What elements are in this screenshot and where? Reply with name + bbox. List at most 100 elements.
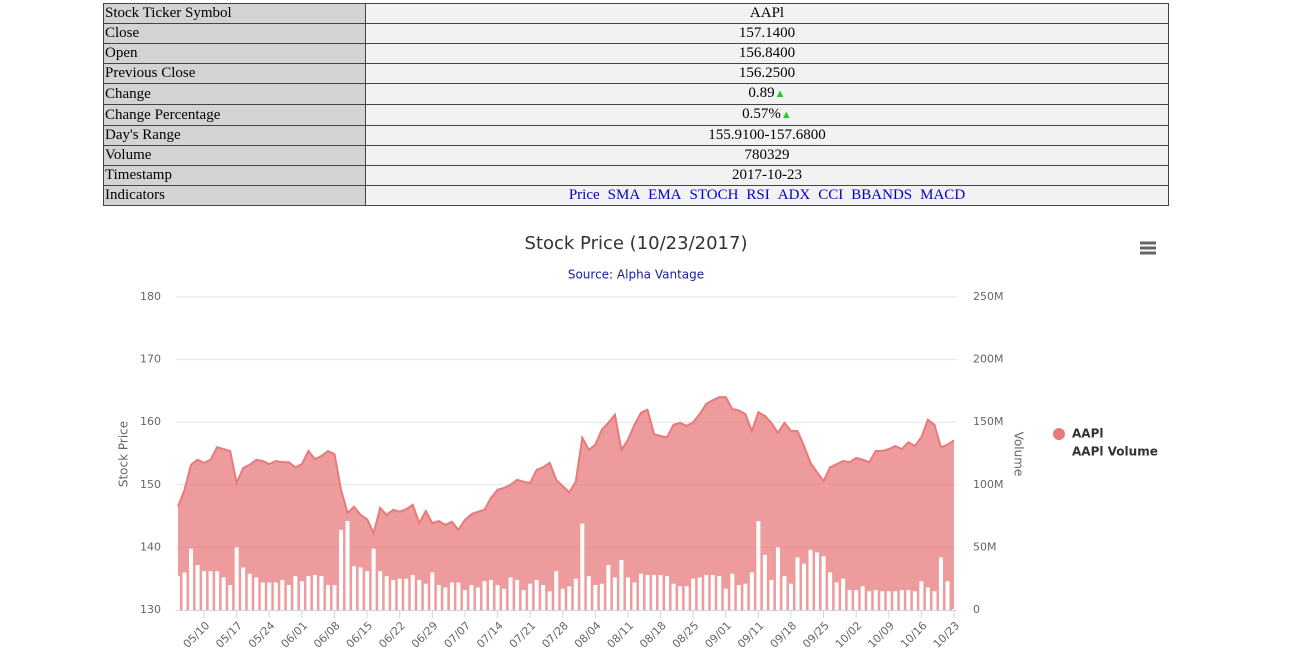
indicator-link[interactable]: STOCH [689,187,739,203]
volume-bar [358,567,363,610]
volume-bar [854,589,859,610]
volume-bar [462,589,467,610]
volume-bar [502,588,507,610]
volume-bar [691,578,696,610]
volume-bar [254,577,259,610]
indicator-link[interactable]: SMA [607,187,641,203]
volume-bar [665,576,670,610]
volume-bar [195,564,200,610]
x-tick-label: 06/08 [311,619,343,651]
volume-bar [873,589,878,610]
up-arrow: ▲ [780,109,792,121]
table-row: Stock Ticker Symbol AAPl [103,3,1169,24]
volume-bar [762,554,767,610]
volume-bar [404,578,409,610]
indicator-link[interactable]: Price [568,187,600,203]
volume-bar [612,577,617,610]
volume-bar [658,574,663,610]
y-tick-label: 170 [140,353,161,366]
volume-bar [241,567,246,610]
value-text: 157.1400 [738,25,796,41]
row-label: Previous Close [103,63,366,84]
volume-bar [489,579,494,610]
volume-bar [678,586,683,610]
volume-bar [697,577,702,610]
y2-tick-label: 150M [973,415,1004,428]
x-tick-label: 09/18 [768,619,800,651]
row-label: Open [103,43,366,64]
value-text: 780329 [744,147,790,163]
volume-bar [345,521,350,610]
table-row: Close 157.1400 [103,23,1169,44]
volume-bar [495,584,500,610]
quote-table: Stock Ticker Symbol AAPl Close 157.1400 Open… [103,3,1169,206]
volume-bar [528,583,533,610]
legend-marker [1053,428,1065,440]
menu-icon[interactable] [1140,241,1156,255]
volume-bar [560,588,565,610]
volume-bar [423,583,428,610]
x-tick-label: 05/17 [213,619,245,651]
volume-bar [286,584,291,610]
x-tick-label: 06/29 [409,619,441,651]
legend-label: AAPl [1072,427,1103,441]
volume-bar [710,574,715,610]
indicator-link[interactable]: CCI [818,187,844,203]
volume-bar [906,589,911,610]
y2-tick-label: 200M [973,353,1004,366]
volume-bar [893,591,898,610]
volume-bar [606,564,611,610]
x-tick-label: 07/21 [507,619,539,651]
y2-tick-label: 50M [973,540,997,553]
volume-bar [443,587,448,610]
x-tick-label: 07/07 [442,619,474,651]
volume-bar [273,582,278,610]
indicator-link[interactable]: EMA [648,187,682,203]
x-tick-label: 10/16 [898,619,930,651]
chart-subtitle: Source: Alpha Vantage [568,268,704,282]
volume-bar [332,584,337,610]
quote-rows: Stock Ticker Symbol AAPl Close 157.1400 Open… [103,3,1169,206]
volume-bar [299,581,304,610]
indicator-link[interactable]: BBANDS [851,187,913,203]
volume-bar [521,589,526,610]
volume-bar [410,574,415,610]
y-tick-label: 180 [140,290,161,303]
x-tick-label: 07/28 [539,619,571,651]
indicator-link[interactable]: MACD [920,187,966,203]
indicator-link[interactable]: RSI [746,187,770,203]
volume-bar [260,582,265,610]
indicator-link[interactable]: ADX [777,187,811,203]
volume-bar [704,574,709,610]
table-row: Change 0.89▲ [103,83,1169,105]
volume-bar [645,574,650,610]
value-text: 156.2500 [738,65,796,81]
volume-bar [365,571,370,610]
x-tick-label: 09/25 [800,619,832,651]
volume-bar [769,579,774,610]
volume-bar [632,582,637,610]
x-tick-label: 06/22 [376,619,408,651]
volume-bar [417,579,422,610]
volume-bar [912,591,917,610]
volume-bar [456,582,461,610]
volume-bar [886,591,891,610]
volume-bar [215,571,220,610]
volume-bar [945,581,950,610]
volume-bar [815,552,820,610]
volume-bar [515,579,520,610]
volume-bar [795,557,800,610]
volume-bar [371,548,376,610]
volume-bar [339,529,344,610]
x-tick-label: 10/09 [865,619,897,651]
menu-button[interactable] [1136,238,1160,258]
volume-bar [567,586,572,610]
volume-bar [756,521,761,610]
legend-marker [1053,446,1065,458]
volume-bar [306,576,311,610]
value-text: 0.57% [742,106,781,122]
row-label: Stock Ticker Symbol [103,3,366,24]
volume-bar [834,582,839,610]
